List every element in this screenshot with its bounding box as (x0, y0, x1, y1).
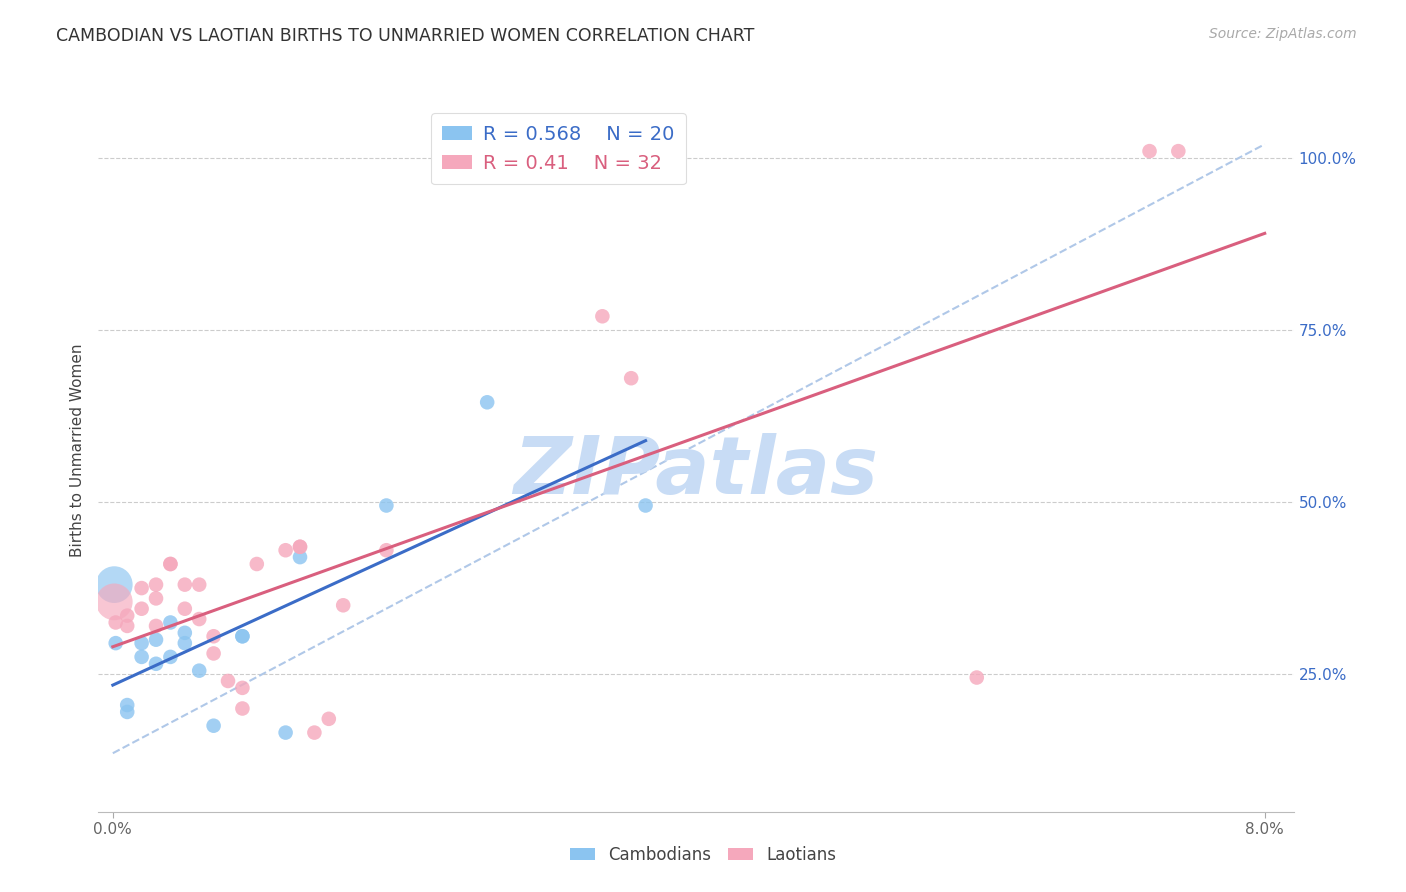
Text: CAMBODIAN VS LAOTIAN BIRTHS TO UNMARRIED WOMEN CORRELATION CHART: CAMBODIAN VS LAOTIAN BIRTHS TO UNMARRIED… (56, 27, 755, 45)
Point (145, 577, 167, 591)
Point (115, 705, 138, 719)
Point (173, 577, 195, 591)
Legend: Cambodians, Laotians: Cambodians, Laotians (564, 839, 842, 871)
Point (591, 310, 613, 324)
Legend: R = 0.568    N = 20, R = 0.41    N = 32: R = 0.568 N = 20, R = 0.41 N = 32 (430, 113, 686, 185)
Point (231, 629, 253, 643)
Point (104, 615, 127, 630)
Point (966, 671, 988, 685)
Point (115, 619, 138, 633)
Point (202, 629, 225, 643)
Point (145, 632, 167, 647)
Point (115, 698, 138, 712)
Point (288, 550, 311, 565)
Point (115, 608, 138, 623)
Point (274, 725, 297, 739)
Point (375, 543, 398, 558)
Point (104, 636, 127, 650)
Point (620, 371, 643, 385)
Point (332, 599, 354, 613)
Point (159, 557, 181, 571)
Text: ZIPatlas: ZIPatlas (513, 434, 879, 511)
Point (375, 499, 398, 513)
Point (288, 540, 311, 554)
Point (131, 636, 153, 650)
Point (188, 577, 211, 591)
Point (202, 647, 225, 661)
Point (159, 615, 181, 630)
Point (145, 591, 167, 606)
Point (145, 619, 167, 633)
Point (103, 595, 125, 609)
Point (1167, 144, 1189, 158)
Point (159, 557, 181, 571)
Point (477, 395, 499, 409)
Point (231, 681, 253, 695)
Point (304, 725, 326, 739)
Point (231, 629, 253, 643)
Point (318, 712, 340, 726)
Point (217, 673, 239, 688)
Point (131, 581, 153, 595)
Point (246, 557, 269, 571)
Point (145, 657, 167, 671)
Point (231, 701, 253, 715)
Point (288, 540, 311, 554)
Point (173, 636, 195, 650)
Point (188, 664, 211, 678)
Point (274, 543, 297, 558)
Point (188, 612, 211, 626)
Point (173, 625, 195, 640)
Point (131, 601, 153, 615)
Point (202, 719, 225, 733)
Point (173, 601, 195, 615)
Point (634, 499, 657, 513)
Y-axis label: Births to Unmarried Women: Births to Unmarried Women (69, 343, 84, 558)
Point (103, 577, 125, 591)
Point (131, 649, 153, 664)
Point (1139, 144, 1161, 158)
Point (159, 649, 181, 664)
Text: Source: ZipAtlas.com: Source: ZipAtlas.com (1209, 27, 1357, 41)
